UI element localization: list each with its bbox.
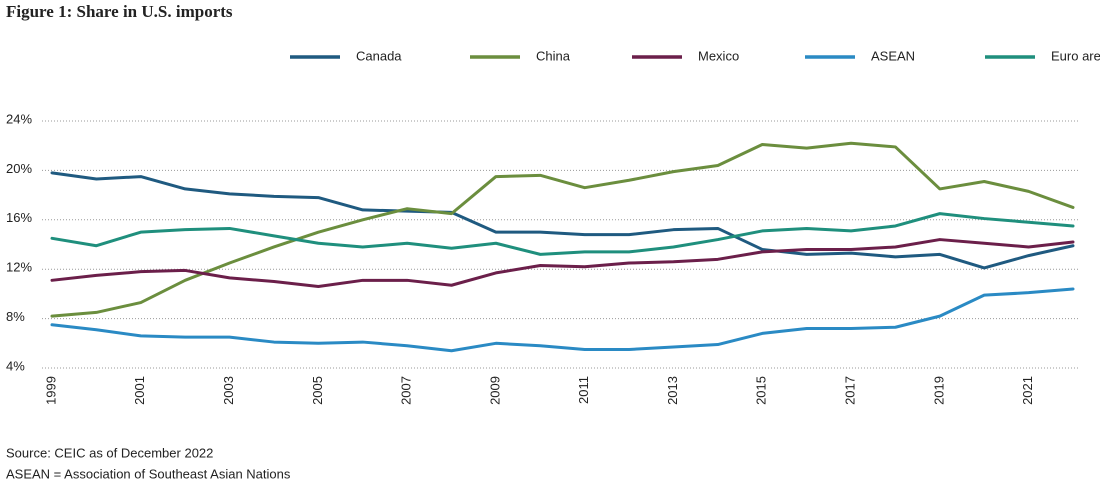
x-tick-label: 2013 — [665, 376, 680, 405]
x-tick-label: 2003 — [221, 376, 236, 405]
data-line — [50, 171, 1075, 270]
legend-label: Mexico — [698, 48, 739, 63]
footnote: ASEAN = Association of Southeast Asian N… — [6, 466, 291, 481]
x-tick-label: 2021 — [1020, 376, 1035, 405]
y-tick-label: 8% — [6, 309, 25, 324]
source-note: Source: CEIC as of December 2022 — [6, 445, 213, 460]
chart-title: Figure 1: Share in U.S. imports — [6, 2, 233, 21]
data-line — [50, 238, 1075, 288]
x-tick-label: 2007 — [399, 376, 414, 405]
legend-label: China — [536, 48, 571, 63]
x-tick-label: 2019 — [931, 376, 946, 405]
y-tick-label: 20% — [6, 161, 32, 176]
data-line — [50, 287, 1075, 353]
legend-label: Euro area — [1051, 48, 1100, 63]
x-tick-label: 2015 — [754, 376, 769, 405]
legend-label: ASEAN — [871, 48, 915, 63]
y-tick-label: 4% — [6, 358, 25, 373]
data-line — [50, 141, 1075, 318]
x-tick-label: 2005 — [310, 376, 325, 405]
x-tick-label: 1999 — [43, 376, 58, 405]
x-tick-label: 2011 — [576, 376, 591, 404]
x-tick-label: 2009 — [487, 376, 502, 405]
legend-label: Canada — [356, 48, 402, 63]
y-tick-label: 24% — [6, 111, 32, 126]
y-tick-label: 16% — [6, 210, 32, 225]
y-tick-label: 12% — [6, 260, 32, 275]
x-tick-label: 2001 — [132, 376, 147, 405]
data-line — [50, 212, 1075, 256]
x-tick-label: 2017 — [842, 376, 857, 405]
